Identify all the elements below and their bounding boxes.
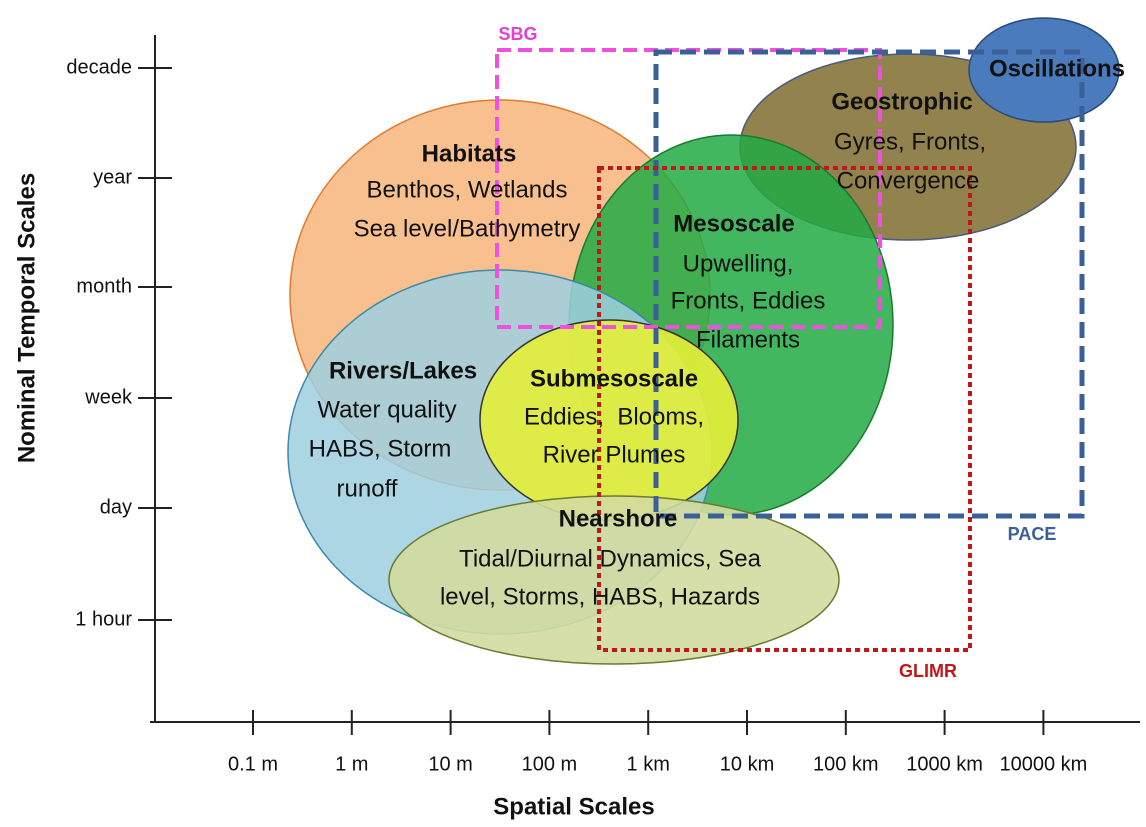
box-label: GLIMR (899, 661, 957, 681)
x-tick-label: 100 m (522, 753, 578, 775)
region-line: Water quality (317, 396, 456, 423)
x-tick-label: 1000 km (906, 753, 983, 775)
region-line: Fronts, Eddies (671, 287, 826, 314)
region-title: Mesoscale (673, 210, 794, 237)
region-line: Gyres, Fronts, (834, 128, 986, 155)
region-title: Geostrophic (831, 88, 972, 115)
y-tick-label: year (93, 166, 132, 188)
glimr-box (597, 166, 972, 652)
region-line: Eddies, Blooms, (524, 403, 704, 430)
region-title: Habitats (422, 140, 517, 167)
region-line: River Plumes (543, 441, 686, 468)
y-tick-label: 1 hour (75, 608, 132, 630)
ticks: decade year month week day 1 hour 0.1 m 1 m 10 m… (66, 56, 1087, 775)
y-axis-label: Nominal Temporal Scales (13, 173, 40, 463)
nearshore-ellipse (388, 495, 840, 665)
x-axis-label: Spatial Scales (493, 793, 654, 820)
region-line: HABS, Storm (309, 435, 452, 462)
x-tick-label: 1 m (335, 753, 368, 775)
pace-box (653, 49, 1085, 519)
y-tick-label: decade (66, 56, 132, 78)
box-label: SBG (498, 24, 537, 44)
y-tick-label: month (76, 275, 132, 297)
region-line: Tidal/Diurnal Dynamics, Sea (459, 545, 762, 572)
region-title: Oscillations (989, 55, 1125, 82)
x-tick-label: 1 km (627, 753, 670, 775)
x-tick-label: 100 km (813, 753, 879, 775)
y-tick-label: week (84, 386, 133, 408)
region-line: runoff (337, 475, 398, 502)
region-title: Submesoscale (530, 365, 698, 392)
box-label: PACE (1008, 524, 1057, 544)
x-tick-label: 10000 km (999, 753, 1087, 775)
region-line: Filaments (696, 326, 800, 353)
region-title: Rivers/Lakes (329, 357, 477, 384)
region-line: level, Storms, HABS, Hazards (440, 583, 760, 610)
region-line: Benthos, Wetlands (366, 176, 567, 203)
region-line: Convergence (837, 167, 980, 194)
x-tick-label: 10 m (428, 753, 472, 775)
x-tick-label: 10 km (720, 753, 774, 775)
region-line: Sea level/Bathymetry (354, 215, 581, 242)
x-tick-label: 0.1 m (228, 753, 278, 775)
y-tick-label: day (100, 496, 132, 518)
region-title: Nearshore (559, 505, 678, 532)
region-line: Upwelling, (683, 250, 794, 277)
